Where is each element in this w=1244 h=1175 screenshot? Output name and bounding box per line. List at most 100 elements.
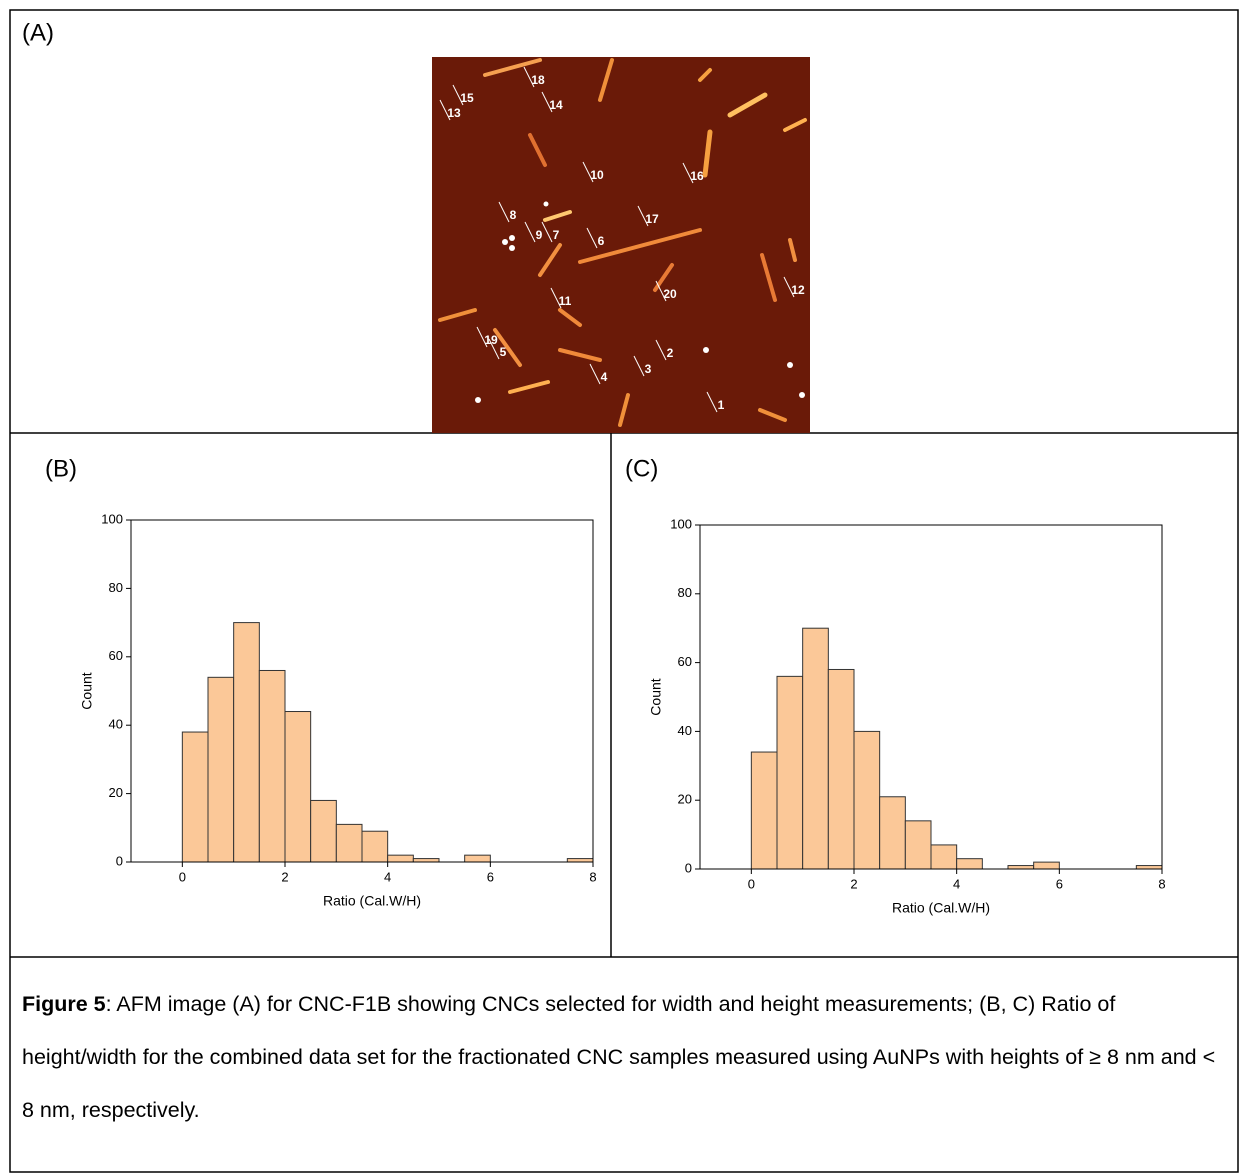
x-tick-label: 0 [748, 876, 755, 891]
x-tick-label: 4 [953, 876, 960, 891]
measure-line [682, 162, 694, 184]
x-tick-label: 8 [1158, 876, 1165, 891]
image-label: 19 [484, 333, 498, 347]
image-label: 14 [549, 98, 563, 112]
frame [9, 9, 1239, 1173]
image-label: 4 [601, 370, 608, 384]
measure-line [783, 276, 795, 298]
bar [310, 799, 337, 863]
measure-line [655, 339, 667, 361]
y-tick-label: 60 [678, 654, 692, 669]
bar [258, 669, 286, 863]
image-label: 1 [718, 398, 725, 412]
measure-line [488, 338, 500, 360]
measure-line [589, 363, 601, 385]
measure-line [633, 355, 645, 377]
histogram: 0 20 40 60 80 100 0 2 4 6 8 Ratio (Cal.W/H) Count [79, 511, 597, 908]
afm-particles [438, 58, 807, 427]
image-label: 6 [598, 234, 605, 248]
y-tick-label: 80 [109, 580, 123, 595]
image-label: 13 [447, 106, 461, 120]
y-axis-title: Count [79, 672, 95, 709]
bar [750, 751, 778, 870]
bar [207, 676, 235, 863]
measure-line [655, 280, 667, 302]
caption: Figure 5: AFM image (A) for CNC-F1B show… [22, 978, 1227, 1137]
measure-line [476, 326, 488, 348]
image-label: 11 [559, 294, 572, 308]
caption-text: : AFM image (A) for CNC-F1B showing CNCs… [22, 992, 1216, 1122]
y-tick-label: 20 [678, 792, 692, 807]
measure-line [439, 99, 451, 121]
bar [233, 622, 260, 863]
bar [827, 668, 855, 870]
bar [464, 854, 491, 863]
measure-line [706, 391, 718, 413]
bar [956, 858, 983, 870]
bar [904, 820, 932, 870]
bar [853, 730, 881, 870]
bar [412, 858, 440, 863]
bar [879, 796, 906, 870]
measure-line [550, 287, 562, 309]
image-label: 7 [553, 228, 560, 242]
bar [566, 858, 594, 863]
measure-line [523, 66, 535, 88]
image-label: 16 [690, 169, 704, 183]
image-label: 10 [590, 168, 604, 182]
y-tick-label: 100 [101, 511, 123, 526]
x-tick-label: 8 [589, 869, 596, 884]
y-tick-label: 20 [109, 785, 123, 800]
panel-label: (C) [625, 455, 658, 482]
image-label: 12 [791, 283, 805, 297]
x-tick-label: 6 [487, 869, 494, 884]
bar [387, 854, 414, 863]
measure-line [541, 91, 553, 113]
histogram: 0 20 40 60 80 100 0 2 4 6 8 Ratio (Cal.W/H) Count [648, 516, 1166, 915]
x-tick-label: 0 [179, 869, 186, 884]
bar [181, 731, 209, 863]
image-label: 8 [510, 208, 517, 222]
afm-background [432, 57, 810, 433]
y-tick-label: 40 [678, 723, 692, 738]
bar [284, 711, 312, 863]
measure-line [586, 227, 598, 249]
bar [802, 627, 829, 870]
bar [930, 844, 958, 870]
y-tick-label: 100 [670, 516, 692, 531]
measure-line [637, 205, 649, 227]
y-tick-label: 0 [685, 860, 692, 875]
measure-line [582, 161, 594, 183]
bar [361, 830, 389, 863]
afm-image: 18 15 14 13 10 16 8 17 9 7 6 12 20 11 195 2 3 4 1 [432, 57, 810, 433]
measure-line [498, 201, 510, 223]
x-axis-title: Ratio (Cal.W/H) [892, 900, 990, 916]
image-label: 17 [645, 212, 659, 226]
bar [335, 823, 363, 863]
image-label: 5 [500, 345, 507, 359]
y-tick-label: 80 [678, 585, 692, 600]
x-tick-label: 2 [850, 876, 857, 891]
bar [1033, 861, 1060, 870]
image-label: 20 [663, 287, 677, 301]
panel-label: (B) [45, 455, 77, 482]
y-tick-label: 0 [116, 853, 123, 868]
x-tick-label: 2 [281, 869, 288, 884]
x-axis-title: Ratio (Cal.W/H) [323, 893, 421, 909]
plot-frame [699, 524, 1163, 870]
bar [776, 675, 804, 870]
y-tick-label: 40 [109, 717, 123, 732]
panel-label: (A) [22, 19, 54, 46]
image-label: 18 [531, 73, 545, 87]
image-label: 2 [667, 346, 674, 360]
x-tick-label: 6 [1056, 876, 1063, 891]
x-tick-label: 4 [384, 869, 391, 884]
y-tick-label: 60 [109, 648, 123, 663]
caption-label: Figure 5 [22, 992, 106, 1016]
bar [1007, 865, 1035, 870]
image-label: 15 [460, 91, 474, 105]
image-label: 9 [536, 228, 543, 242]
image-label: 3 [645, 362, 652, 376]
